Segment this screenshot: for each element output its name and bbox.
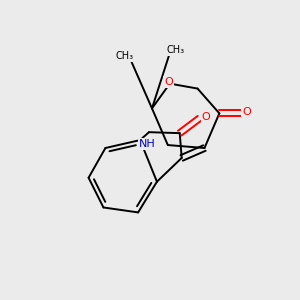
Text: O: O <box>202 112 211 122</box>
Text: NH: NH <box>139 139 156 149</box>
Text: CH₃: CH₃ <box>167 45 185 55</box>
Text: O: O <box>164 77 173 87</box>
Text: CH₃: CH₃ <box>116 51 134 61</box>
Text: O: O <box>242 107 251 117</box>
